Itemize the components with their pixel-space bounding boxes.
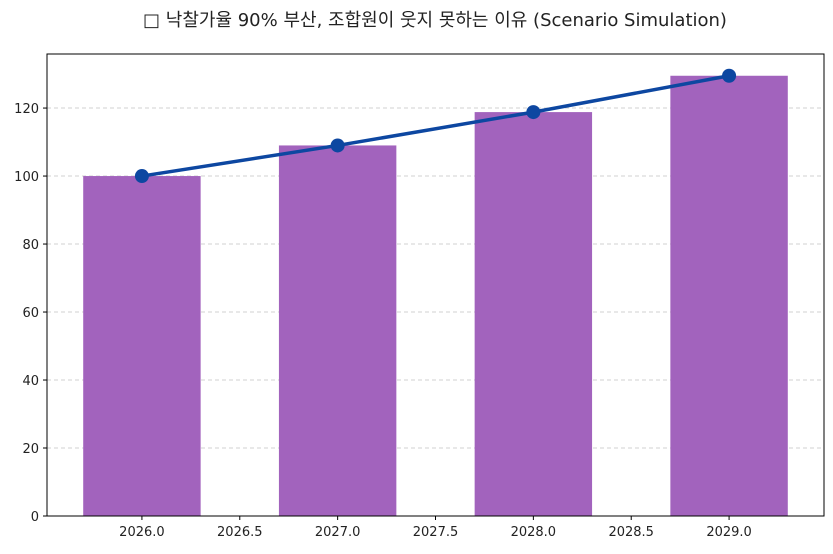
- bar-2029: [670, 75, 788, 516]
- y-tick-label: 40: [22, 374, 39, 389]
- chart-title: □ 낙찰가율 90% 부산, 조합원이 웃지 못하는 이유 (Scenario …: [143, 10, 727, 31]
- bar-2028: [474, 112, 593, 517]
- x-tick-label: 2026.0: [119, 525, 165, 540]
- series-line: [141, 74, 730, 178]
- y-tick-label: 80: [22, 238, 39, 253]
- x-tick-label: 2027.5: [413, 525, 459, 540]
- y-tick-label: 100: [14, 170, 39, 185]
- bar-2027: [278, 145, 397, 516]
- y-tick-label: 20: [22, 442, 39, 457]
- x-tick-label: 2028.5: [608, 525, 654, 540]
- line-point-2028: [526, 105, 541, 120]
- x-tick-label: 2027.0: [315, 525, 361, 540]
- bar-2026: [83, 176, 201, 517]
- y-tick-label: 120: [14, 102, 39, 117]
- line-point-2029: [722, 68, 737, 83]
- y-tick-label: 0: [31, 510, 39, 525]
- line-point-2027: [330, 138, 345, 153]
- line-point-2026: [134, 169, 149, 184]
- x-tick-label: 2028.0: [511, 525, 557, 540]
- y-tick-label: 60: [22, 306, 39, 321]
- x-tick-label: 2029.0: [706, 525, 752, 540]
- x-tick-label: 2026.5: [217, 525, 263, 540]
